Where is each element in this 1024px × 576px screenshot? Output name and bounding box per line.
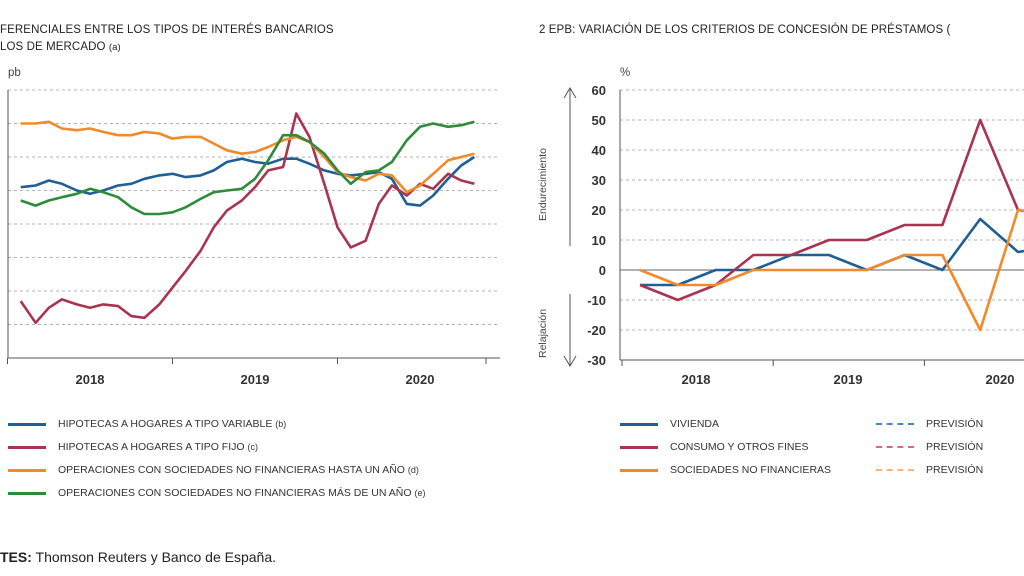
right-y-tick-label: 10 xyxy=(592,233,606,248)
legend-swatch-dashed xyxy=(876,446,914,448)
right-x-tick-label: 2018 xyxy=(682,372,711,387)
left-x-tick-label: 2020 xyxy=(406,372,435,387)
left-title-line2: LOS DE MERCADO xyxy=(0,41,106,53)
left-series-line xyxy=(20,120,475,194)
legend-item-variable: HIPOTECAS A HOGARES A TIPO VARIABLE (b) xyxy=(8,418,286,430)
legend-item-prevision-vivienda: PREVISIÓN xyxy=(876,418,983,430)
left-line-chart: 2018 2019 2020 xyxy=(7,89,500,387)
legend-item-prevision-consumo: PREVISIÓN xyxy=(876,441,983,453)
left-x-tick-label: 2018 xyxy=(76,372,105,387)
legend-label: HIPOTECAS A HOGARES A TIPO FIJO xyxy=(58,441,245,453)
legend-item-hasta-un-ano: OPERACIONES CON SOCIEDADES NO FINANCIERA… xyxy=(8,464,419,476)
legend-note: (b) xyxy=(275,419,287,429)
right-y-tick-label: 40 xyxy=(592,143,606,158)
right-series-line xyxy=(640,217,1024,287)
legend-label: CONSUMO Y OTROS FINES xyxy=(670,441,809,453)
source-note: TES: Thomson Reuters y Banco de España. xyxy=(0,549,276,565)
right-y-tick-label: 50 xyxy=(592,113,606,128)
legend-item-fijo: HIPOTECAS A HOGARES A TIPO FIJO (c) xyxy=(8,441,258,453)
right-y-tick-label: 0 xyxy=(599,263,606,278)
left-title-note: (a) xyxy=(108,42,121,53)
legend-swatch xyxy=(620,468,658,472)
legend-item-consumo: CONSUMO Y OTROS FINES xyxy=(620,441,808,453)
left-series-line xyxy=(19,112,475,325)
legend-label: PREVISIÓN xyxy=(926,418,984,430)
legend-swatch xyxy=(620,422,658,426)
legend-note: (d) xyxy=(407,465,419,475)
right-x-tick-label: 2019 xyxy=(834,372,863,387)
source-label: TES: xyxy=(0,549,32,565)
legend-swatch xyxy=(8,468,46,472)
legend-item-prevision-sociedades: PREVISIÓN xyxy=(876,464,983,476)
right-y-tick-label: 20 xyxy=(592,203,606,218)
legend-label: OPERACIONES CON SOCIEDADES NO FINANCIERA… xyxy=(58,464,405,476)
right-chart-title: 2 EPB: VARIACIÓN DE LOS CRITERIOS DE CON… xyxy=(539,24,951,36)
legend-swatch xyxy=(8,422,46,426)
right-y-tick-label: -30 xyxy=(587,353,606,368)
source-text: Thomson Reuters y Banco de España. xyxy=(35,549,276,565)
legend-swatch xyxy=(620,445,658,449)
legend-label: HIPOTECAS A HOGARES A TIPO VARIABLE xyxy=(58,418,273,430)
right-line-chart: 60 50 40 30 20 10 0 -10 -20 -30 2018 2019 2020 xyxy=(587,83,1024,387)
up-arrow-head xyxy=(563,87,577,99)
right-series-line xyxy=(639,118,1024,302)
legend-swatch-dashed xyxy=(876,469,914,471)
left-chart-title: FERENCIALES ENTRE LOS TIPOS DE INTERÉS B… xyxy=(0,22,334,56)
legend-swatch-dashed xyxy=(876,423,914,425)
right-series-line xyxy=(639,208,1024,332)
legend-note: (c) xyxy=(247,442,258,452)
legend-note: (e) xyxy=(414,488,426,498)
left-series-line xyxy=(20,120,475,216)
legend-swatch xyxy=(8,445,46,449)
legend-label: PREVISIÓN xyxy=(926,441,984,453)
right-y-tick-label: 30 xyxy=(592,173,606,188)
side-arrows xyxy=(563,87,577,367)
right-y-tick-label: -10 xyxy=(587,293,606,308)
left-title-line1: FERENCIALES ENTRE LOS TIPOS DE INTERÉS B… xyxy=(0,24,334,36)
legend-label: VIVIENDA xyxy=(670,418,720,430)
left-x-tick-label: 2019 xyxy=(241,372,270,387)
legend-item-vivienda: VIVIENDA xyxy=(620,418,719,430)
right-y-tick-label: -20 xyxy=(587,323,606,338)
legend-label: SOCIEDADES NO FINANCIERAS xyxy=(670,464,832,476)
left-series-line xyxy=(20,155,476,207)
legend-item-mas-de-un-ano: OPERACIONES CON SOCIEDADES NO FINANCIERA… xyxy=(8,487,425,499)
right-y-tick-label: 60 xyxy=(592,83,606,98)
right-unit-label: % xyxy=(620,67,631,79)
down-arrow-head xyxy=(563,355,577,367)
legend-item-sociedades: SOCIEDADES NO FINANCIERAS xyxy=(620,464,831,476)
legend-swatch xyxy=(8,491,46,495)
legend-label: OPERACIONES CON SOCIEDADES NO FINANCIERA… xyxy=(58,487,412,499)
legend-label: PREVISIÓN xyxy=(926,464,984,476)
left-unit-label: pb xyxy=(8,67,21,79)
right-x-tick-label: 2020 xyxy=(986,372,1015,387)
